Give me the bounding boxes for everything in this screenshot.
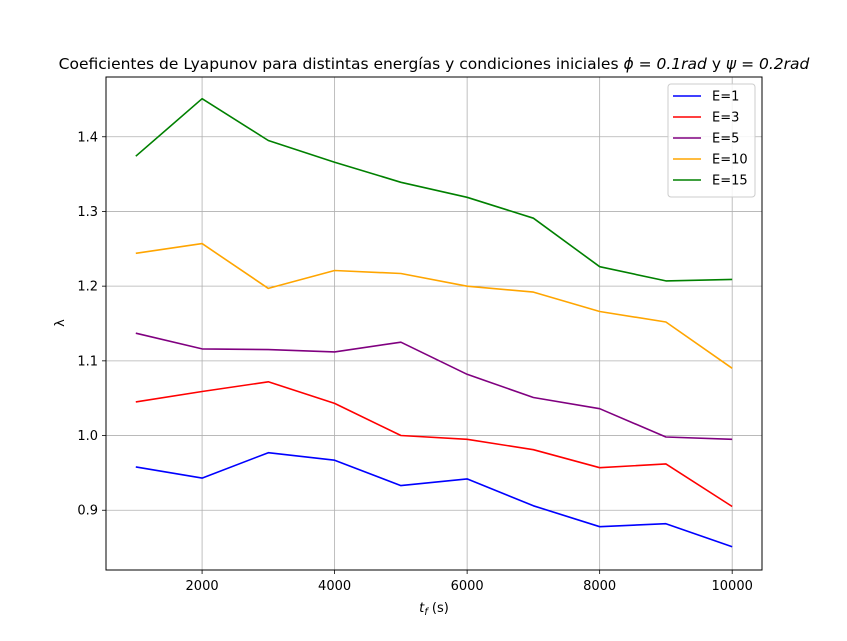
x-tick-label: 2000 [186,579,219,594]
x-tick-label: 6000 [451,579,484,594]
y-tick-label: 1.1 [77,354,98,369]
legend: E=1 E=3 E=5 E=10 E=15 [667,83,756,198]
legend-label: E=1 [712,90,739,105]
x-tick-label: 8000 [583,579,616,594]
chart-title: Coeficientes de Lyapunov para distintas … [59,55,810,73]
series-line-e-5 [135,332,733,441]
x-tick-label: 10000 [712,579,753,594]
grid [106,77,762,570]
legend-label: E=5 [712,132,739,147]
y-tick-label: 0.9 [77,504,98,519]
series-line-e-10 [135,242,733,369]
series-line-e-1 [135,451,733,548]
legend-label: E=15 [712,174,748,189]
legend-label: E=10 [712,153,748,168]
series-lines [135,97,733,548]
x-axis: 2000 4000 6000 8000 10000 [186,570,753,594]
y-axis: 0.9 1.0 1.1 1.2 1.3 1.4 [77,130,106,519]
y-tick-label: 1.3 [77,205,98,220]
plot-frame [105,76,763,571]
series-line-e-15 [135,97,733,282]
y-tick-label: 1.0 [77,429,98,444]
legend-box [667,83,756,198]
series-line-e-3 [135,380,733,508]
y-axis-label: λ [53,319,68,327]
x-axis-label: tf (s) [419,601,449,618]
y-tick-label: 1.2 [77,280,98,295]
legend-label: E=3 [712,111,739,126]
y-tick-label: 1.4 [77,130,98,145]
x-tick-label: 4000 [318,579,351,594]
